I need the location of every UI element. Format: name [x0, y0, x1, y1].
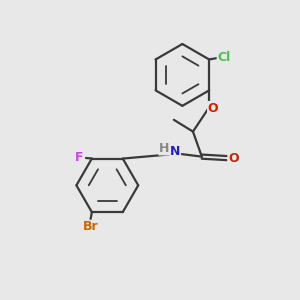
Text: Br: Br	[82, 220, 98, 233]
Text: F: F	[75, 152, 84, 164]
Text: O: O	[208, 101, 218, 115]
Text: O: O	[228, 152, 238, 165]
Text: H: H	[159, 142, 169, 155]
Text: N: N	[170, 146, 181, 158]
Text: Cl: Cl	[217, 52, 230, 64]
